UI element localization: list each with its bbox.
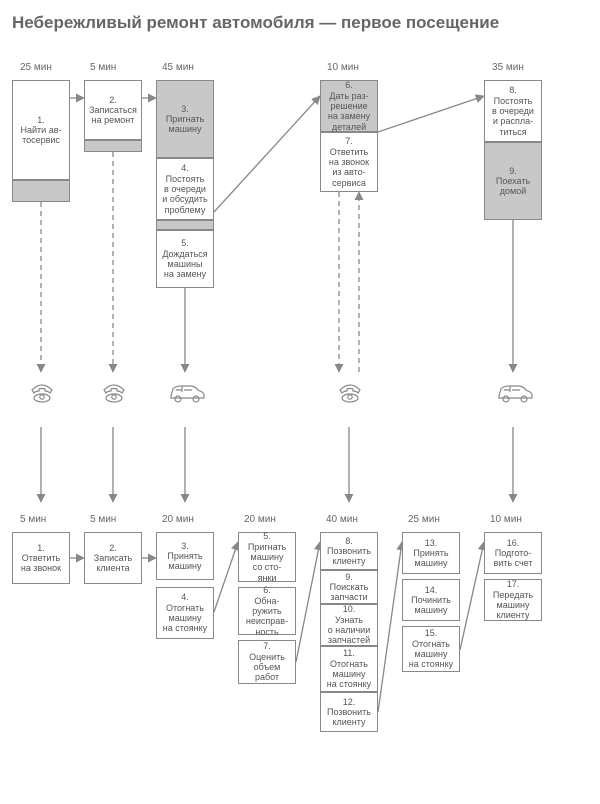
- step-box-t6: 6.Дать раз-решениена заменудеталей: [320, 80, 378, 132]
- phone-icon: [102, 382, 126, 409]
- time-label-bottom: 25 мин: [408, 514, 440, 525]
- car-icon: [168, 382, 206, 409]
- diagram-canvas: 25 мин 5 мин 45 мин 10 мин 35 мин 5 мин 5 мин 2…: [12, 62, 588, 792]
- step-box-t2b: [84, 140, 142, 152]
- step-box-t8: 8.Постоятьв очередии распла-титься: [484, 80, 542, 142]
- time-label-top: 35 мин: [492, 62, 524, 73]
- step-box-b2: 2.Записатьклиента: [84, 532, 142, 584]
- step-box-b8: 8.Позвонитьклиенту: [320, 532, 378, 570]
- step-box-t1: 1.Найти ав-тосервис: [12, 80, 70, 180]
- step-box-b3: 3.Принятьмашину: [156, 532, 214, 580]
- step-box-t9: 9.Поехатьдомой: [484, 142, 542, 220]
- step-box-t2a: 2.Записатьсяна ремонт: [84, 80, 142, 140]
- step-box-b1: 1.Ответитьна звонок: [12, 532, 70, 584]
- time-label-bottom: 20 мин: [244, 514, 276, 525]
- step-box-b15: 15.Отогнатьмашинуна стоянку: [402, 626, 460, 672]
- step-box-t1b: [12, 180, 70, 202]
- phone-icon: [338, 382, 362, 409]
- step-box-b6: 6.Обна-ружитьнеисправ-ность: [238, 587, 296, 635]
- step-box-b13: 13.Принятьмашину: [402, 532, 460, 574]
- time-label-top: 45 мин: [162, 62, 194, 73]
- step-box-b17: 17.Передатьмашинуклиенту: [484, 579, 542, 621]
- phone-icon: [30, 382, 54, 409]
- step-box-b10: 10.Узнатьо наличиизапчастей: [320, 604, 378, 646]
- time-label-top: 5 мин: [90, 62, 116, 73]
- step-box-t3: 3.Пригнатьмашину: [156, 80, 214, 158]
- car-icon: [496, 382, 534, 409]
- step-box-b5: 5.Пригнатьмашинусо сто-янки: [238, 532, 296, 582]
- step-box-b14: 14.Починитьмашину: [402, 579, 460, 621]
- step-box-b12: 12.Позвонитьклиенту: [320, 692, 378, 732]
- step-box-t4: 4.Постоятьв очередии обсудитьпроблему: [156, 158, 214, 220]
- step-box-b7: 7.Оценитьобъемработ: [238, 640, 296, 684]
- step-box-b16: 16.Подгото-вить счет: [484, 532, 542, 574]
- time-label-bottom: 5 мин: [90, 514, 116, 525]
- time-label-bottom: 20 мин: [162, 514, 194, 525]
- step-box-b4: 4.Отогнатьмашинуна стоянку: [156, 587, 214, 639]
- step-box-t4b: [156, 220, 214, 230]
- time-label-bottom: 10 мин: [490, 514, 522, 525]
- step-box-t5: 5.Дождатьсямашинына замену: [156, 230, 214, 288]
- step-box-b9: 9.Поискатьзапчасти: [320, 570, 378, 604]
- time-label-top: 10 мин: [327, 62, 359, 73]
- diagram-title: Небережливый ремонт автомобиля — первое …: [12, 12, 588, 34]
- step-box-b11: 11.Отогнатьмашинуна стоянку: [320, 646, 378, 692]
- time-label-bottom: 5 мин: [20, 514, 46, 525]
- step-box-t7: 7.Ответитьна звонокиз авто-сервиса: [320, 132, 378, 192]
- time-label-bottom: 40 мин: [326, 514, 358, 525]
- time-label-top: 25 мин: [20, 62, 52, 73]
